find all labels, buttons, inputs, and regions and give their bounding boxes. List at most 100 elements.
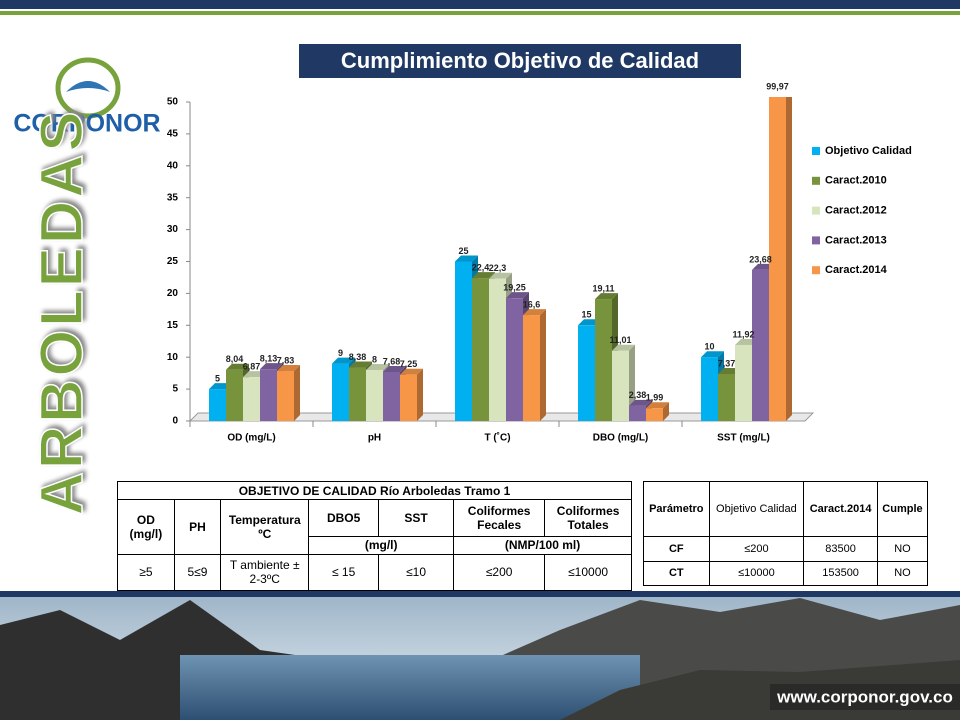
bar-top	[701, 351, 724, 358]
legend-label: Caract.2012	[825, 205, 887, 217]
data-label: 8,04	[226, 354, 244, 364]
y-tick-label: 15	[167, 320, 179, 331]
y-tick-label: 25	[167, 256, 179, 267]
bar	[629, 405, 646, 421]
header-cell: Caract.2014	[803, 481, 878, 537]
bar-top	[646, 402, 669, 409]
bar	[243, 377, 260, 421]
data-label: 15	[581, 310, 591, 320]
bar	[489, 278, 506, 421]
data-label: 2,38	[629, 390, 647, 400]
cell: ≤200	[708, 536, 805, 562]
lake	[180, 655, 640, 720]
bar-side	[540, 309, 546, 421]
legend-swatch	[812, 176, 820, 185]
cell: NO	[876, 560, 929, 586]
legend-swatch	[812, 236, 820, 245]
data-label: 8,13	[260, 354, 278, 364]
data-label: 6,87	[243, 362, 261, 372]
legend-label: Objetivo Calidad	[825, 145, 912, 157]
data-label: 9	[338, 348, 343, 358]
bar-top	[472, 272, 495, 279]
y-tick-label: 35	[167, 192, 179, 203]
y-tick-label: 0	[172, 416, 178, 427]
top-stripe	[0, 11, 960, 15]
bar-top	[277, 365, 300, 372]
photo-band	[0, 591, 960, 597]
cell: NO	[876, 536, 929, 562]
chart-title: Cumplimiento Objetivo de Calidad	[341, 48, 699, 73]
header-cell: PH	[173, 499, 222, 555]
bar	[226, 369, 243, 421]
bar	[332, 363, 349, 421]
bar	[260, 369, 277, 421]
bar-top	[332, 357, 355, 364]
bar	[383, 372, 400, 421]
objective-table: OBJETIVO DE CALIDAD Río Arboledas Tramo …	[117, 481, 632, 591]
title-box	[299, 44, 741, 78]
data-label: 7,68	[383, 356, 401, 366]
bar-top	[523, 309, 546, 316]
legend-label: Caract.2010	[825, 175, 887, 187]
bar	[578, 325, 595, 421]
cell: 83500	[803, 536, 878, 562]
data-label: 7,83	[277, 355, 295, 365]
data-label: 1,99	[646, 393, 664, 403]
bar-top	[383, 366, 406, 373]
cell: T ambiente ± 2-3ºC	[220, 553, 310, 591]
y-tick-label: 50	[167, 97, 179, 108]
bar	[752, 269, 769, 421]
data-label: 7,25	[400, 359, 418, 369]
header-cell: Parámetro	[643, 481, 710, 537]
legend-swatch	[812, 147, 820, 155]
bar	[209, 389, 226, 421]
bar-top	[226, 363, 249, 370]
cell: 5≤9	[173, 553, 222, 591]
header-cell: Temperatura ºC	[220, 499, 310, 555]
bar	[646, 408, 663, 421]
y-tick-label: 20	[167, 288, 179, 299]
data-label: 11,01	[609, 335, 631, 345]
bar-top	[629, 399, 652, 406]
footer-url: www.corponor.gov.co	[776, 687, 953, 706]
bar	[718, 373, 735, 421]
x-tick-label: SST (mg/L)	[717, 433, 770, 444]
bar	[472, 278, 489, 421]
bar-top	[506, 292, 529, 299]
data-label: 22,4	[472, 262, 490, 272]
x-tick-label: OD (mg/L)	[227, 433, 275, 444]
logo-ring	[55, 57, 121, 119]
bar-top	[349, 361, 372, 368]
header-cell: DBO5	[308, 499, 379, 537]
data-label: 25	[458, 246, 468, 256]
header-cell: Objetivo Calidad	[708, 481, 805, 537]
data-label: 19,25	[503, 283, 526, 293]
bar	[769, 97, 786, 421]
logo-text: CORPONOR	[13, 110, 160, 138]
data-label: 16,6	[523, 299, 541, 309]
logo-mark	[66, 81, 110, 92]
legend-label: Caract.2014	[825, 264, 888, 276]
bar-top	[400, 368, 423, 375]
y-tick-label: 30	[167, 224, 179, 235]
cell: ≥5	[117, 553, 175, 591]
y-tick-label: 45	[167, 129, 179, 140]
x-tick-label: pH	[368, 433, 381, 444]
data-label: 7,37	[718, 358, 736, 368]
data-label: 22,3	[489, 263, 507, 273]
header-cell: Cumple	[876, 481, 929, 537]
bar-top	[366, 363, 389, 370]
cell: ≤10000	[544, 553, 632, 591]
bar	[366, 369, 383, 421]
bar	[612, 350, 629, 421]
data-label: 19,11	[592, 283, 614, 293]
header-cell: Coliformes Totales	[544, 499, 632, 537]
header-cell: Coliformes Fecales	[453, 499, 546, 537]
data-label: 8	[372, 354, 377, 364]
bar	[595, 299, 612, 421]
y-tick-label: 5	[172, 384, 178, 395]
data-label: 23,68	[749, 254, 772, 264]
url-backdrop	[770, 684, 960, 710]
